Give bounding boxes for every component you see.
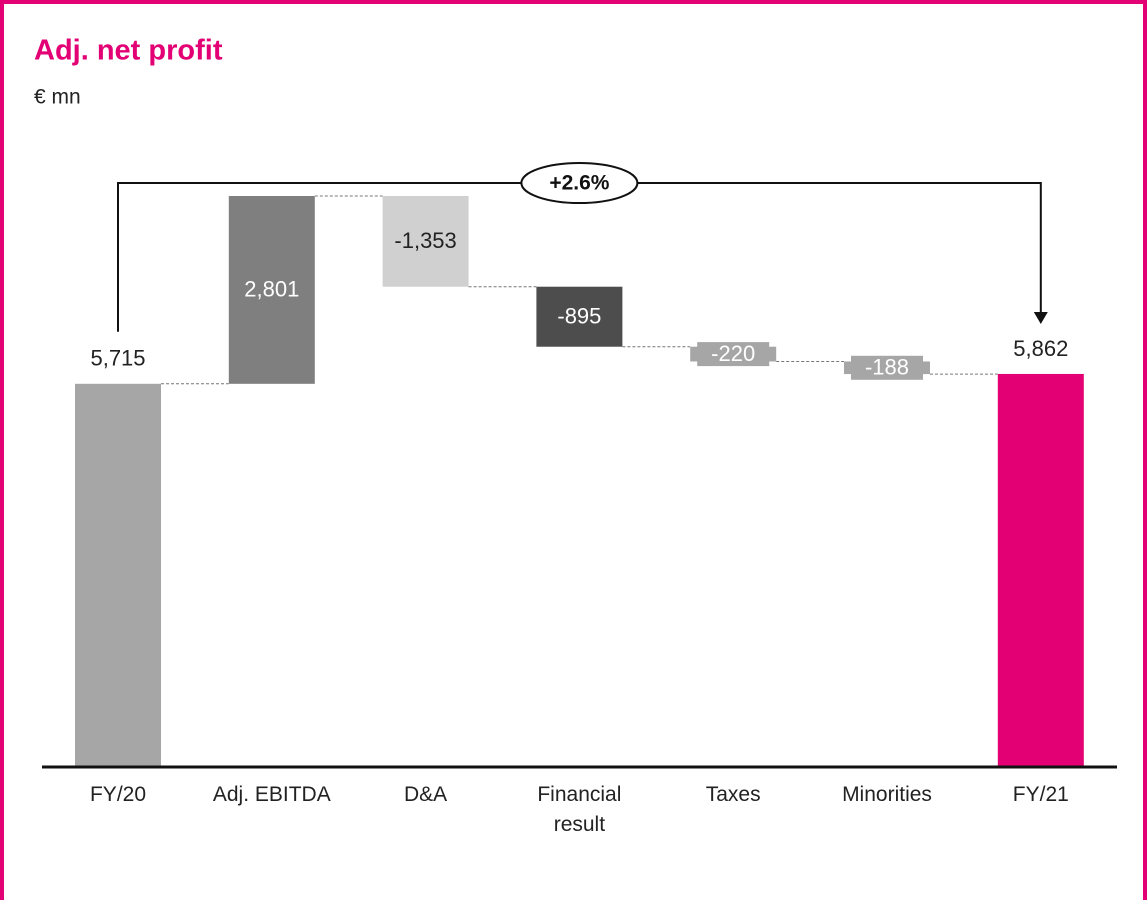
bar: [228, 196, 315, 384]
annotation: +2.6%: [549, 172, 609, 195]
value-label: -188: [865, 355, 909, 380]
bar: [75, 383, 161, 767]
value-label: -1,353: [394, 228, 456, 253]
x-tick-label: Taxes: [705, 783, 761, 806]
x-tick-label: D&A: [404, 783, 448, 806]
x-tick-label: Minorities: [842, 783, 932, 806]
label-bg: [851, 355, 923, 380]
value-label: 2,801: [244, 277, 299, 302]
chart-title: Adj. net profit: [34, 35, 223, 67]
arrow-head: [1033, 311, 1048, 324]
bar: [997, 373, 1084, 767]
bar: [382, 196, 469, 287]
x-tick-label: FY/21: [1012, 783, 1069, 806]
value-label: 5,715: [90, 346, 145, 371]
annotation-oval: [520, 162, 639, 204]
value-label: -895: [557, 304, 601, 329]
bar: [536, 286, 623, 347]
value-label: 5,862: [1013, 336, 1068, 361]
label-bg: [697, 342, 770, 367]
value-label: -220: [711, 341, 755, 366]
x-tick-label: FY/20: [89, 783, 147, 806]
x-tick-label: Financial result: [537, 783, 622, 836]
x-tick-label: Adj. EBITDA: [212, 783, 331, 806]
chart-subtitle: € mn: [34, 86, 81, 109]
